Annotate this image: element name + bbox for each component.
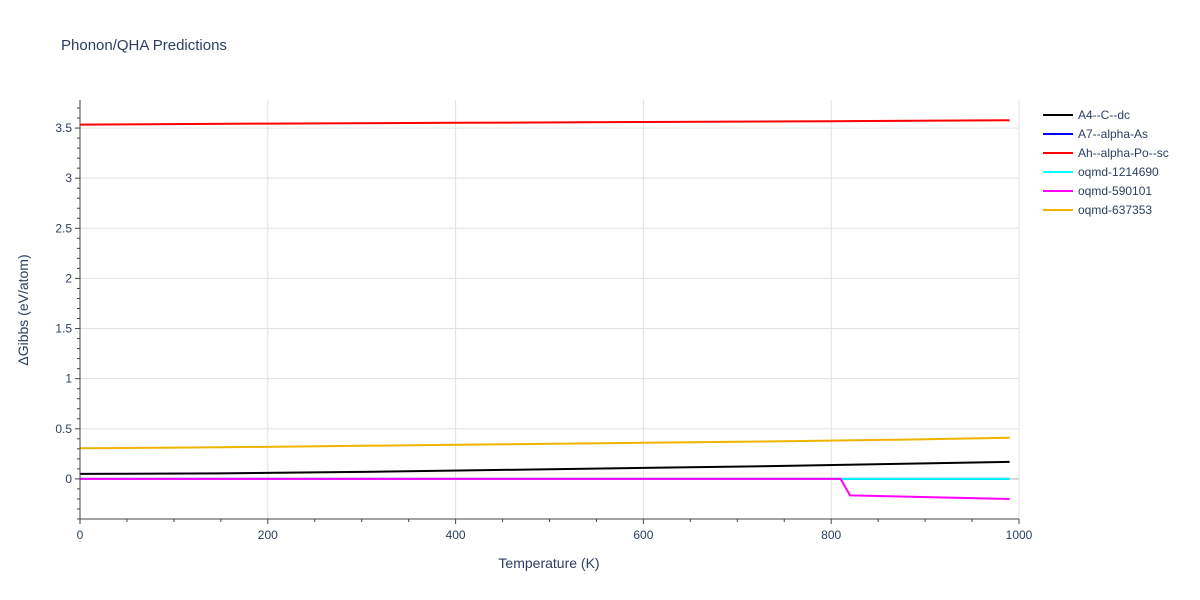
- series-line-oqmd-637353: [79, 436, 1010, 450]
- y-tick-label: 2.5: [55, 221, 72, 235]
- legend-label: Ah--alpha-Po--sc: [1078, 146, 1169, 160]
- y-tick-label: 0.5: [55, 422, 72, 436]
- chart-title: Phonon/QHA Predictions: [61, 37, 227, 54]
- legend-label: oqmd-637353: [1078, 203, 1152, 217]
- y-tick-label: 3: [65, 171, 72, 185]
- legend-label: oqmd-1214690: [1078, 165, 1159, 179]
- y-tick-label: 3.5: [55, 121, 72, 135]
- series-line-oqmd-590101: [80, 477, 1010, 500]
- x-tick-labels: 0 200 400 600 800 1000: [77, 528, 1033, 542]
- x-tick-label: 400: [446, 528, 466, 542]
- y-tick-label: 1.5: [55, 322, 72, 336]
- legend-item[interactable]: A4--C--dc: [1043, 108, 1130, 122]
- legend[interactable]: A4--C--dc A7--alpha-As Ah--alpha-Po--sc oqm…: [1043, 108, 1169, 217]
- x-gridlines: [267, 100, 1020, 519]
- x-tick-label: 0: [77, 528, 84, 542]
- y-tick-labels: 0 0.5 1 1.5 2 2.5 3 3.5: [55, 121, 72, 486]
- y-tick-label: 0: [65, 472, 72, 486]
- x-tick-label: 800: [821, 528, 841, 542]
- y-tick-label: 1: [65, 372, 72, 386]
- legend-item[interactable]: A7--alpha-As: [1043, 127, 1148, 141]
- axes-layer: [75, 100, 1020, 524]
- x-tick-label: 600: [633, 528, 653, 542]
- legend-item[interactable]: oqmd-590101: [1043, 184, 1152, 198]
- y-axis-title: ΔGibbs (eV/atom): [15, 254, 31, 365]
- y-tick-label: 2: [65, 271, 72, 285]
- series-line-a4-c-dc: [79, 460, 1010, 475]
- x-tick-label: 1000: [1006, 528, 1033, 542]
- legend-label: A7--alpha-As: [1078, 127, 1148, 141]
- series-line-ah-alpha-po-sc: [79, 119, 1010, 126]
- x-tick-label: 200: [258, 528, 278, 542]
- series-layer: [79, 119, 1010, 500]
- x-axis-title: Temperature (K): [498, 555, 599, 571]
- legend-item[interactable]: Ah--alpha-Po--sc: [1043, 146, 1169, 160]
- legend-label: oqmd-590101: [1078, 184, 1152, 198]
- legend-item[interactable]: oqmd-637353: [1043, 203, 1152, 217]
- legend-item[interactable]: oqmd-1214690: [1043, 165, 1159, 179]
- legend-label: A4--C--dc: [1078, 108, 1130, 122]
